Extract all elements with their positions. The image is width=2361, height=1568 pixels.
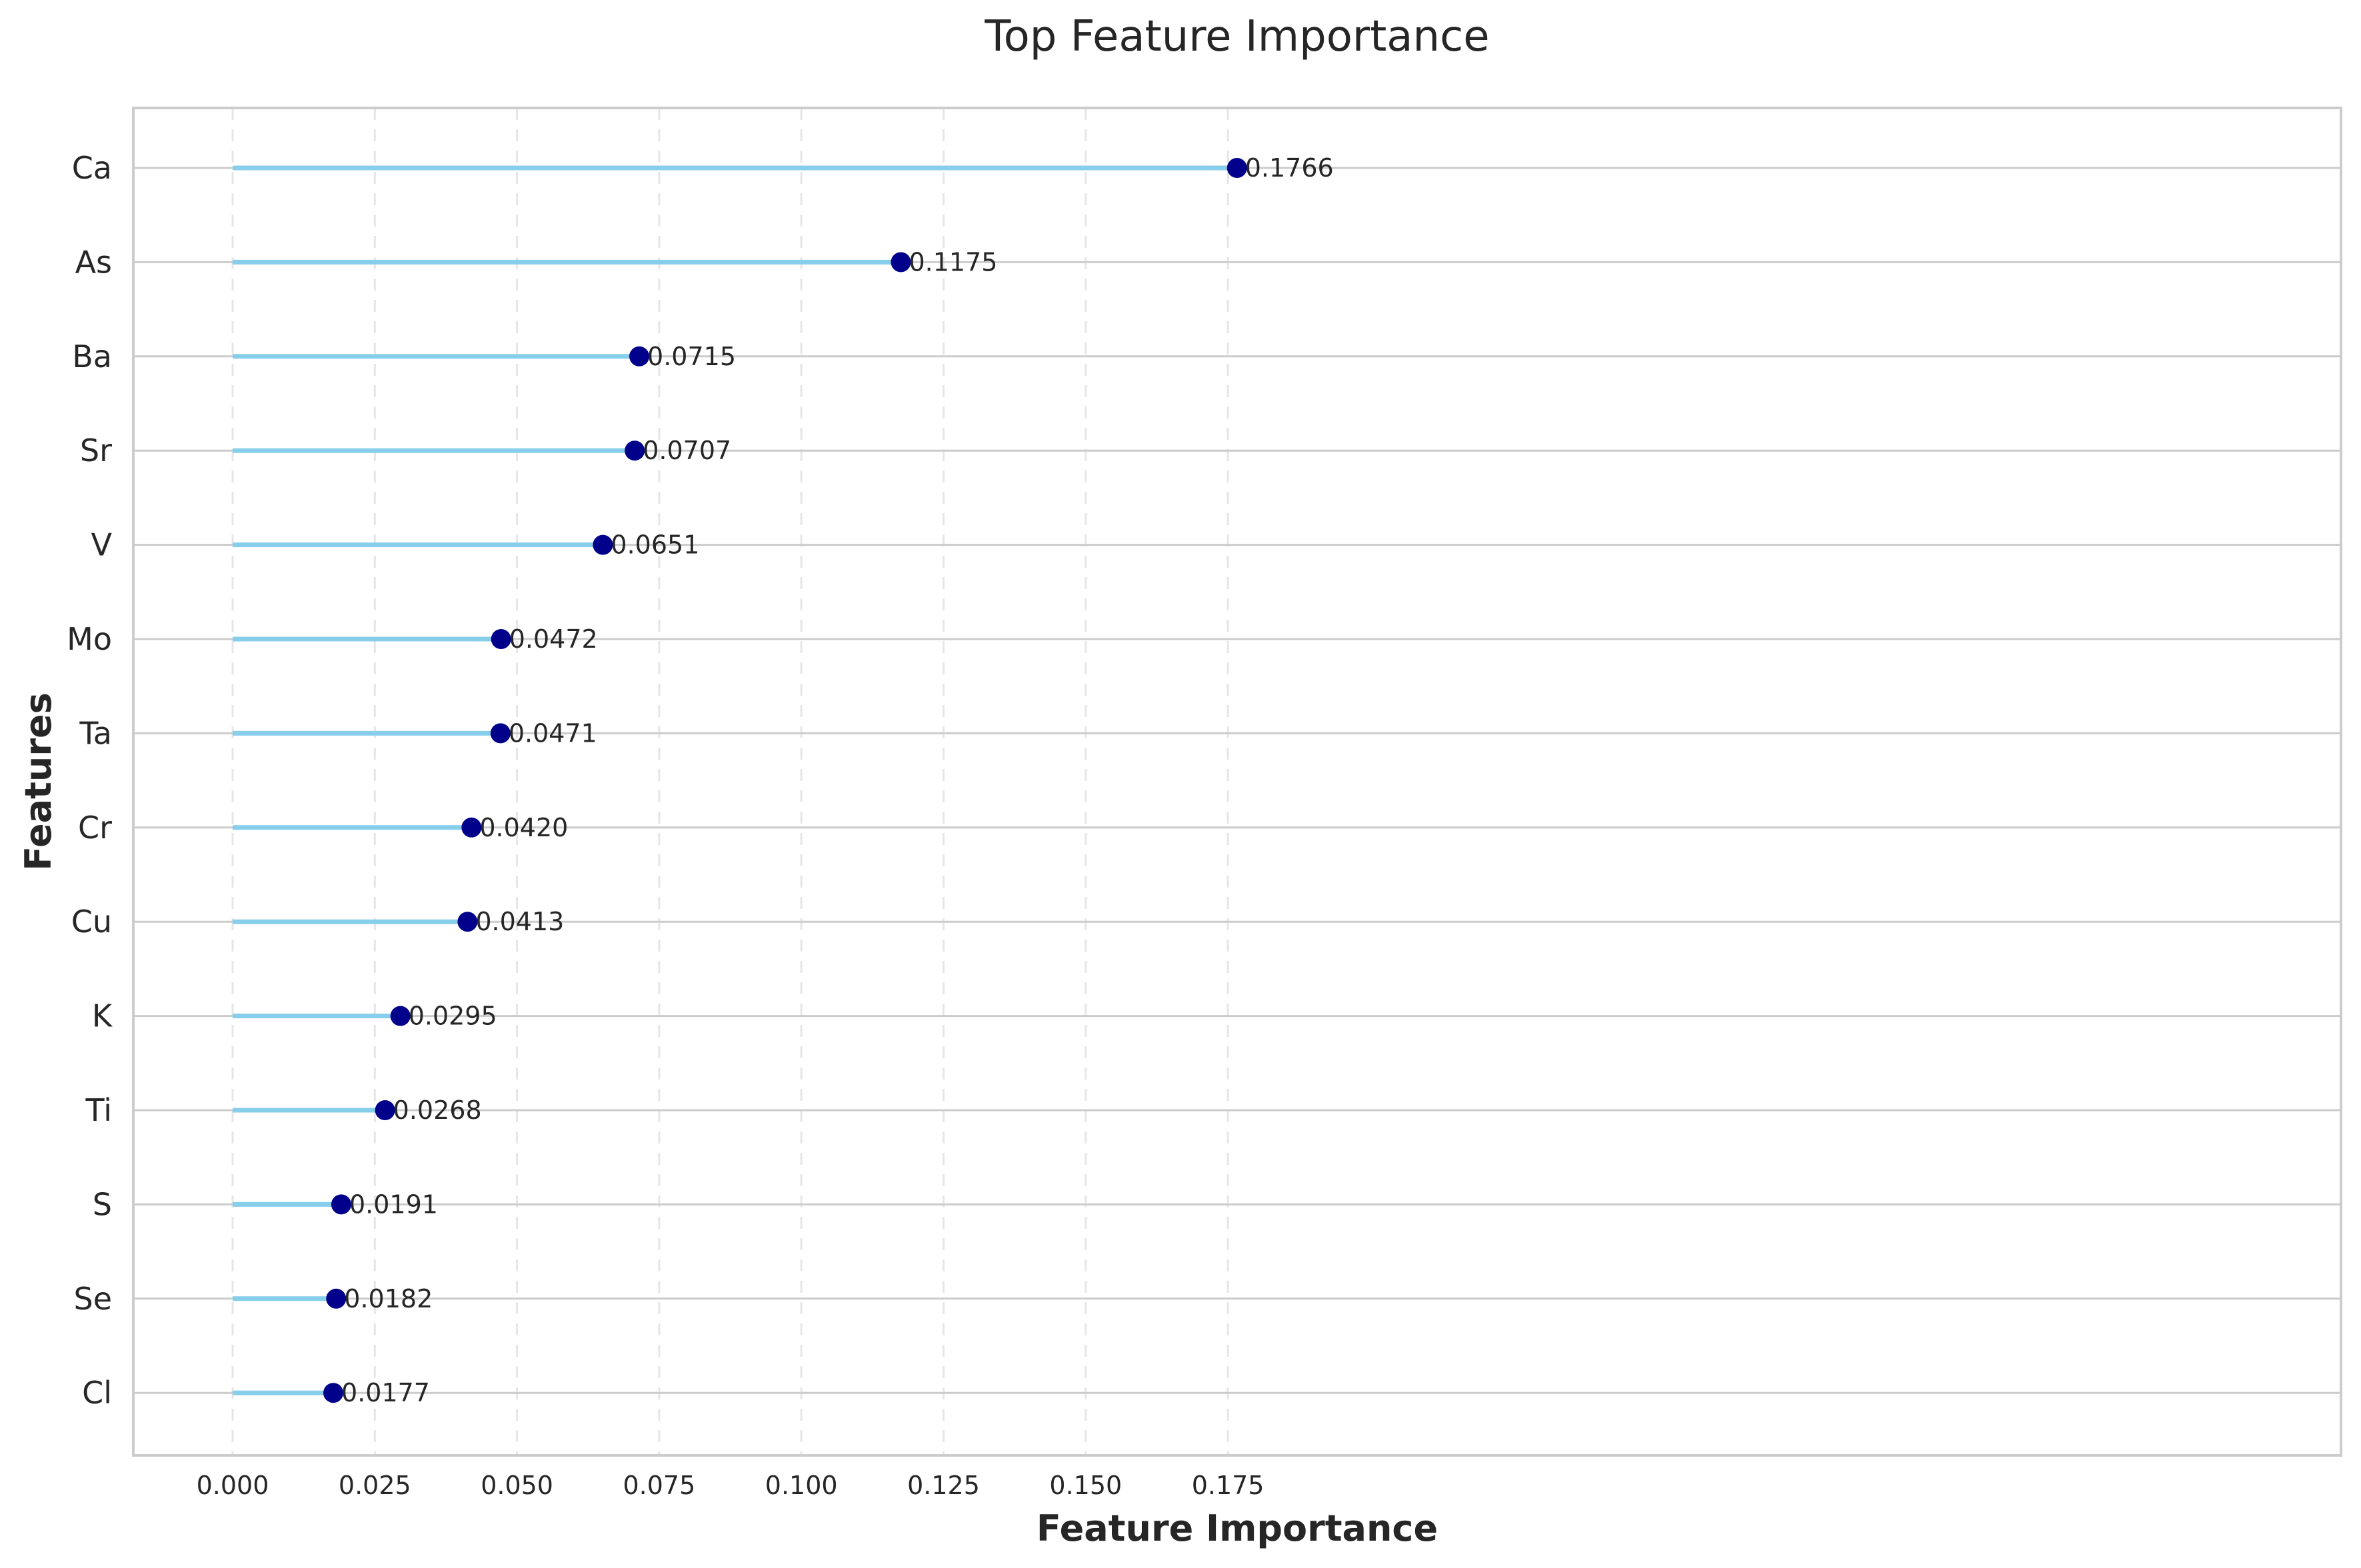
y-tick-label-S: S xyxy=(93,1186,112,1222)
y-tick-label-V: V xyxy=(91,527,113,563)
plot-frame xyxy=(132,107,2342,1457)
y-tick-label-Mo: Mo xyxy=(67,621,112,657)
value-label-Sr: 0.0707 xyxy=(643,436,731,465)
value-label-Ba: 0.0715 xyxy=(647,342,736,371)
value-label-K: 0.0295 xyxy=(409,1002,497,1031)
marker-As xyxy=(891,252,911,273)
y-tick-label-Cr: Cr xyxy=(78,810,112,846)
value-label-Ti: 0.0268 xyxy=(393,1096,482,1125)
value-label-Cr: 0.0420 xyxy=(479,813,568,842)
value-label-As: 0.1175 xyxy=(909,247,998,277)
value-label-Mo: 0.0472 xyxy=(509,624,598,654)
y-tick-label-Sr: Sr xyxy=(80,432,112,468)
marker-Sr xyxy=(625,440,645,461)
value-label-V: 0.0651 xyxy=(611,530,699,560)
chart-title: Top Feature Importance xyxy=(984,12,1489,61)
x-tick-label: 0.175 xyxy=(1192,1471,1264,1500)
stems xyxy=(233,165,1237,1395)
x-tick-label: 0.125 xyxy=(907,1471,980,1500)
marker-Ba xyxy=(629,346,650,367)
value-label-Se: 0.0182 xyxy=(344,1284,433,1313)
x-tick-label: 0.075 xyxy=(623,1471,696,1500)
y-tick-label-Se: Se xyxy=(74,1281,113,1317)
y-tick-label-Cl: Cl xyxy=(82,1375,112,1411)
marker-Se xyxy=(326,1288,347,1309)
value-labels: 0.1766 0.1175 0.0715 0.0707 0.0651 0.0472 0.04… xyxy=(341,153,1334,1407)
x-tick-label: 0.100 xyxy=(765,1471,838,1500)
marker-Cl xyxy=(323,1383,344,1403)
marker-Ca xyxy=(1226,158,1247,178)
x-tick-label: 0.050 xyxy=(481,1471,553,1500)
value-label-Ca: 0.1766 xyxy=(1245,153,1334,183)
x-tick-label: 0.150 xyxy=(1049,1471,1122,1500)
y-tick-label-Ta: Ta xyxy=(79,715,112,751)
value-label-S: 0.0191 xyxy=(349,1189,438,1219)
y-tick-label-Ba: Ba xyxy=(72,339,112,375)
grid xyxy=(133,108,2341,1455)
marker-V xyxy=(593,534,613,555)
y-tick-label-Cu: Cu xyxy=(71,904,112,940)
value-label-Cl: 0.0177 xyxy=(341,1378,430,1407)
y-tick-label-Ti: Ti xyxy=(85,1092,112,1128)
marker-Ta xyxy=(490,723,511,744)
y-axis-label: Features xyxy=(17,692,59,870)
markers xyxy=(323,158,1247,1403)
marker-Cr xyxy=(461,817,482,838)
x-tick-label: 0.025 xyxy=(339,1471,411,1500)
marker-Ti xyxy=(375,1100,395,1120)
y-tick-label-Ca: Ca xyxy=(72,150,112,186)
y-tick-label-K: K xyxy=(92,998,113,1034)
marker-K xyxy=(390,1006,411,1026)
marker-Mo xyxy=(491,629,511,649)
x-tick-label: 0.000 xyxy=(197,1471,269,1500)
marker-Cu xyxy=(457,912,478,932)
value-label-Cu: 0.0413 xyxy=(475,907,564,936)
tick-labels: 0.000 0.025 0.050 0.075 0.100 0.125 0.150 0.175… xyxy=(67,150,1264,1500)
value-label-Ta: 0.0471 xyxy=(509,718,597,748)
marker-S xyxy=(331,1194,351,1215)
y-tick-label-As: As xyxy=(75,244,112,280)
x-axis-label: Feature Importance xyxy=(1037,1507,1438,1549)
